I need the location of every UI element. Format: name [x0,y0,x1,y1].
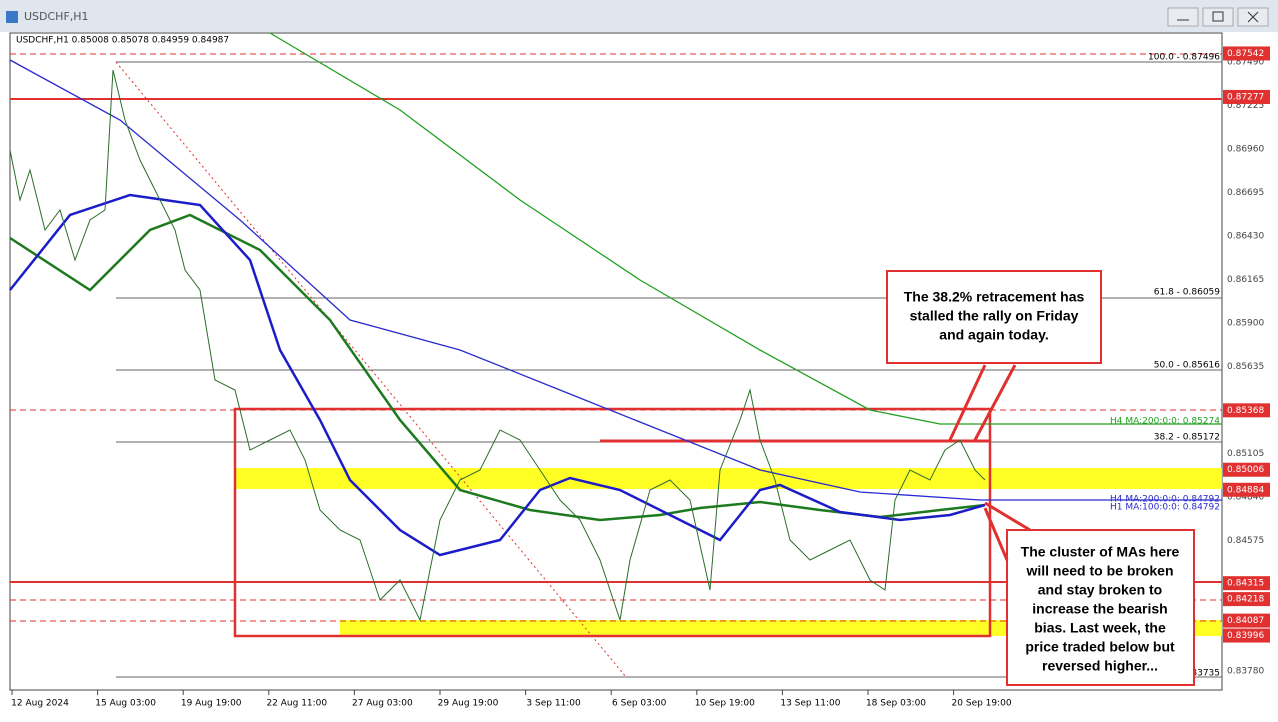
annotation-arrows [948,364,1017,441]
annotation-text: and stay broken to [1038,582,1162,598]
maximize-button[interactable] [1202,7,1234,27]
ma-label: H4 MA:200:0:0: 0.85274 [1110,417,1220,427]
h1-ma100 [9,193,986,557]
title-bar [0,0,1278,32]
app-icon [6,11,18,23]
price-tag-label: 0.87542 [1227,49,1264,59]
price-tag-label: 0.85368 [1227,406,1264,416]
date-label: 13 Sep 11:00 [780,699,840,709]
price-path [9,69,986,622]
fib-trendline [115,61,627,678]
price-tag [1223,403,1270,418]
price-tag-label: 0.84087 [1227,616,1264,626]
price-tag-label: 0.84315 [1227,579,1264,589]
ma-label: H1 MA:100:0:0: 0.84792 [1110,503,1220,513]
date-label: 6 Sep 03:00 [612,699,667,709]
price-tag-label: 0.85006 [1227,465,1264,475]
date-label: 15 Aug 03:00 [95,699,156,709]
date-label: 12 Aug 2024 [11,699,69,709]
price-tag [1223,576,1270,591]
level-label: 100.0 - 0.87496 [1148,53,1220,63]
price-tag [1223,462,1270,477]
date-label: 29 Aug 19:00 [438,699,499,709]
price-label: 0.85635 [1227,362,1264,372]
window-controls[interactable] [1167,7,1269,27]
price-label: 0.86165 [1227,275,1264,285]
date-label: 10 Sep 19:00 [695,699,755,709]
close-icon [1247,11,1259,23]
annotation-text: and again today. [939,327,1048,343]
price-tag-label: 0.87277 [1227,92,1264,102]
date-label: 19 Aug 19:00 [181,699,242,709]
price-tag [1223,482,1270,497]
h4-ma200-green [269,32,1222,425]
price-tag [1223,592,1270,607]
level-label: 61.8 - 0.86059 [1154,288,1220,298]
price-label: 0.84840 [1227,492,1264,502]
price-label: 0.85900 [1227,318,1264,328]
support-zone [340,620,1222,636]
annotation-text: The 38.2% retracement has [904,289,1085,305]
annotation-text: The cluster of MAs here [1021,544,1180,560]
date-label: 22 Aug 11:00 [266,699,327,709]
minimize-button[interactable] [1167,7,1199,27]
chart-header: USDCHF,H1 0.85008 0.85078 0.84959 0.8498… [16,36,229,46]
annotation-arrows [983,501,1031,561]
maximize-icon [1212,11,1224,22]
annotation-text: bias. Last week, the [1034,620,1166,636]
window-title: USDCHF,H1 [24,10,89,23]
price-label: 0.85105 [1227,449,1264,459]
price-tag-label: 0.83996 [1227,631,1264,641]
price-tag-label: 0.84884 [1227,485,1264,495]
level-label: 38.2 - 0.85172 [1154,433,1220,443]
price-tag [1223,89,1270,104]
price-tag [1223,46,1270,61]
ma-label: H4 MA:200:0:0: 0.84792 [1110,495,1220,505]
price-tag [1223,628,1270,643]
annotation-box [886,270,1102,364]
resistance-zone [235,468,1222,489]
h4-ma200-blue [9,59,1222,501]
date-label: 27 Aug 03:00 [352,699,413,709]
low-label: 0.83735 [1183,669,1220,679]
price-label: 0.87225 [1227,101,1264,111]
annotation-text: reversed higher... [1042,658,1158,674]
annotation-text: increase the bearish [1032,601,1167,617]
annotation-text: stalled the rally on Friday [910,308,1079,324]
annotation-text: will need to be broken [1025,563,1173,579]
annotation-text: price traded below but [1025,639,1175,655]
price-label: 0.84575 [1227,536,1264,546]
price-label: 0.86960 [1227,144,1264,154]
level-label: 50.0 - 0.85616 [1154,361,1220,371]
annotation-box [1006,529,1195,686]
price-tag [1223,613,1270,628]
price-label: 0.86430 [1227,231,1264,241]
price-label: 0.87490 [1227,58,1264,68]
price-label: 0.83780 [1227,666,1264,676]
price-tag-label: 0.84218 [1227,595,1264,605]
price-label: 0.86695 [1227,188,1264,198]
date-label: 20 Sep 19:00 [952,699,1012,709]
date-label: 18 Sep 03:00 [866,699,926,709]
date-label: 3 Sep 11:00 [526,699,581,709]
